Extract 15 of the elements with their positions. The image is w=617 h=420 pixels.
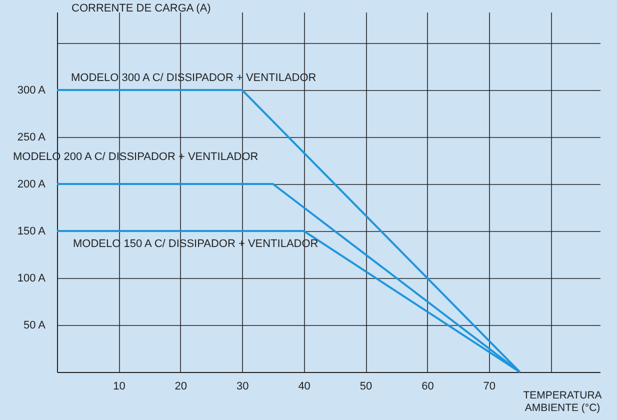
x-axis-title: TEMPERATURA AMBIENTE (°C) (523, 390, 602, 414)
x-tick-label: 70 (483, 380, 496, 392)
y-tick-label: 50 A (23, 320, 46, 332)
x-tick-label: 30 (236, 380, 249, 392)
x-tick-label: 50 (360, 380, 372, 392)
y-tick-label: 300 A (17, 84, 46, 97)
y-tick-label: 150 A (17, 226, 46, 238)
y-axis-title: CORRENTE DE CARGA (A) (72, 2, 211, 14)
x-tick-label: 10 (113, 380, 126, 392)
y-tick-label: 250 A (17, 132, 46, 144)
y-tick-label: 200 A (17, 178, 46, 191)
x-tick-label: 40 (298, 380, 310, 392)
x-tick-label: 20 (174, 380, 188, 392)
x-tick-label: 60 (422, 380, 434, 392)
y-tick-label: 100 A (17, 272, 46, 285)
